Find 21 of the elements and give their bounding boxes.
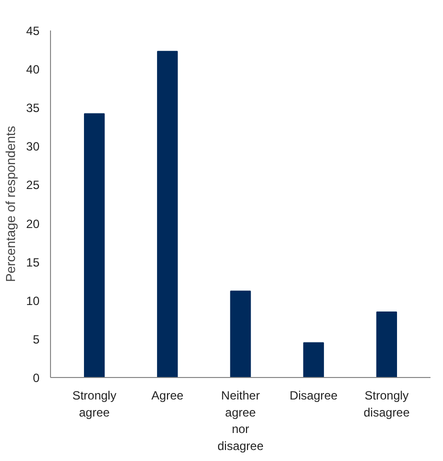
x-tick-label: Disagree	[290, 388, 338, 402]
bar	[157, 50, 178, 378]
y-tick-label: 5	[32, 332, 40, 346]
y-tick-label: 45	[26, 24, 40, 38]
bar	[303, 342, 324, 378]
x-tick-label: Agree	[151, 388, 184, 402]
y-axis-title: Percentage of respondents	[3, 125, 18, 282]
bar	[230, 290, 251, 378]
bar	[84, 113, 105, 378]
y-tick-label: 20	[26, 216, 40, 231]
x-tick-label: Strongly disagree	[364, 388, 410, 420]
y-tick-label: 0	[32, 371, 40, 385]
bar	[376, 311, 398, 378]
y-tick-label: 35	[26, 101, 40, 116]
y-tick-label: 10	[26, 294, 40, 308]
y-tick-label: 30	[26, 140, 40, 154]
x-tick-label: Strongly agree	[72, 388, 116, 420]
y-tick-label: 25	[26, 178, 40, 192]
y-tick-label: 15	[26, 255, 40, 270]
x-tick-label: Neither agree nor disagree	[217, 388, 264, 453]
y-tick-label: 40	[26, 62, 40, 77]
